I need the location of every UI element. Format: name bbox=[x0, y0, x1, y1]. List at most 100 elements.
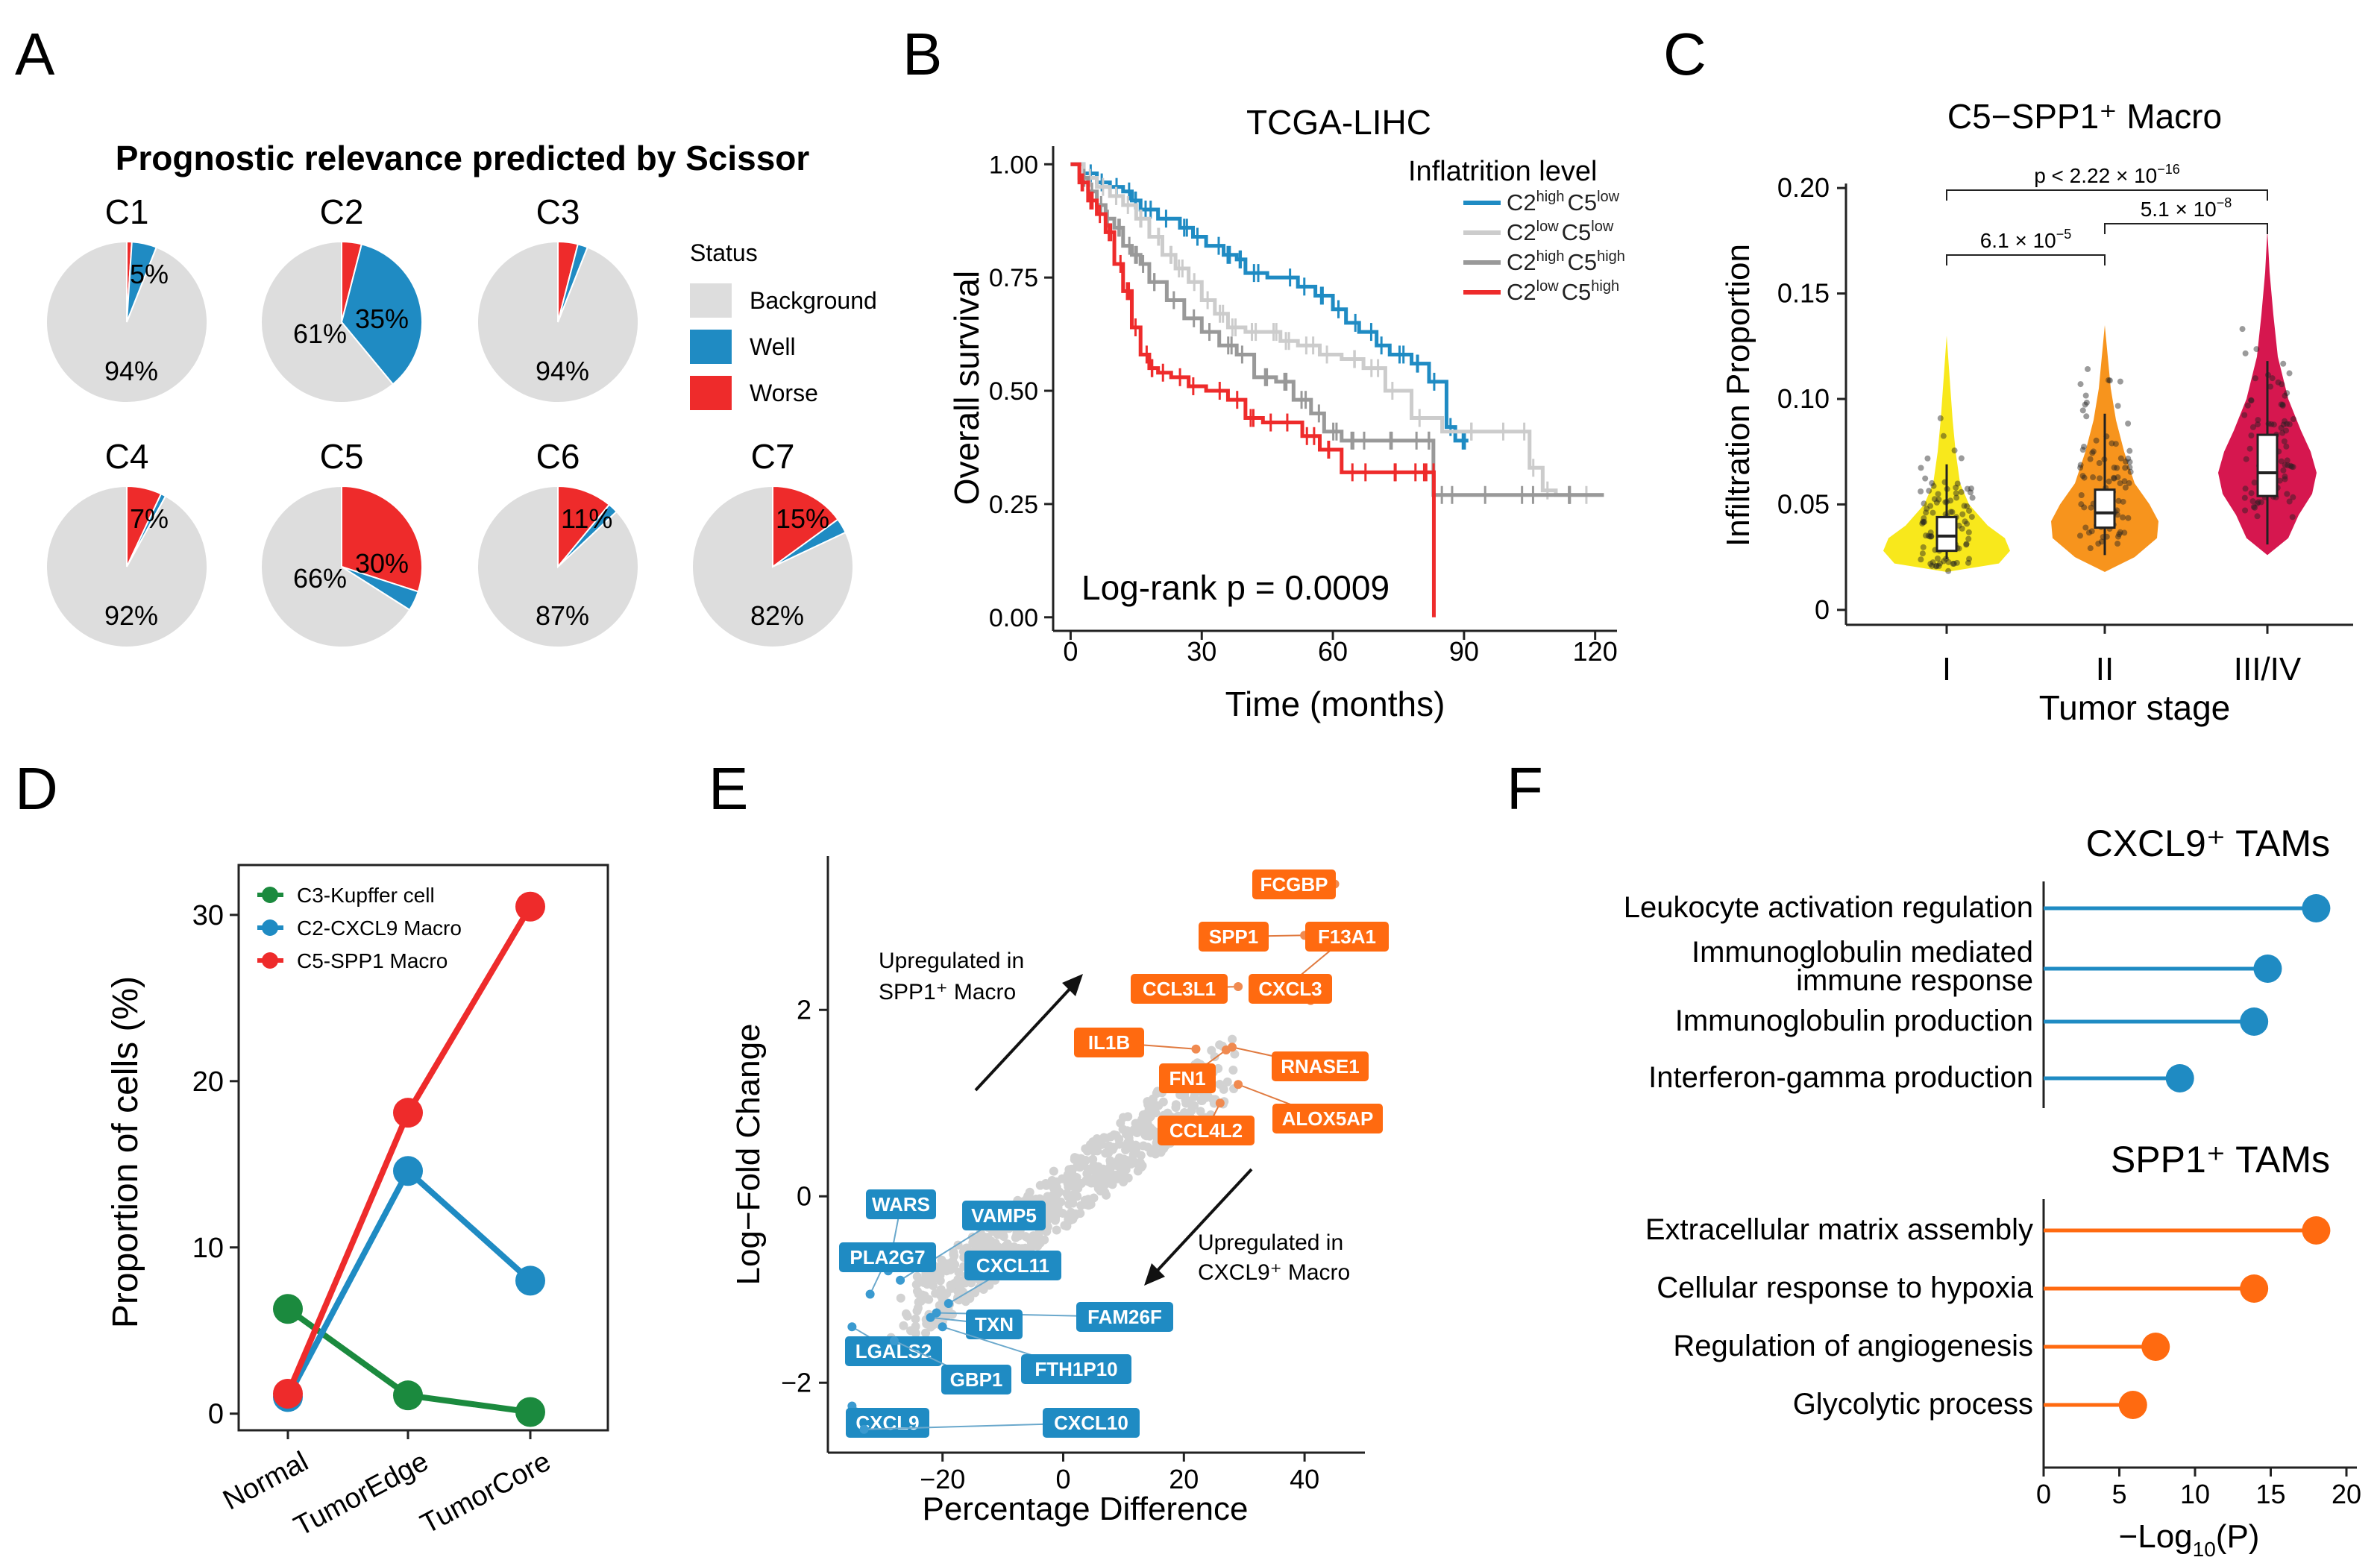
legend-label: C2low C5high bbox=[1507, 278, 1619, 305]
data-point bbox=[1925, 532, 1932, 539]
bg-point bbox=[1114, 1139, 1124, 1149]
data-point bbox=[2115, 497, 2122, 504]
data-point bbox=[1950, 560, 1957, 567]
bg-point bbox=[1021, 1232, 1031, 1242]
data-point bbox=[1968, 514, 1975, 521]
data-point bbox=[1935, 563, 1942, 570]
gene-label-box bbox=[866, 1189, 936, 1219]
up-gene-cxcl3: CXCL3 bbox=[1249, 974, 1332, 1005]
bg-point bbox=[1073, 1183, 1083, 1193]
data-point bbox=[2284, 390, 2290, 397]
data-point bbox=[2121, 529, 2128, 536]
bg-point bbox=[1087, 1178, 1096, 1188]
data-point bbox=[1927, 533, 1933, 540]
data-point bbox=[2079, 447, 2086, 453]
gene-label-box bbox=[839, 1242, 936, 1272]
data-point bbox=[2242, 485, 2249, 492]
legend-label: Worse bbox=[750, 380, 818, 406]
gene-label: FN1 bbox=[1169, 1067, 1205, 1089]
data-point bbox=[2090, 448, 2097, 455]
data-point bbox=[2279, 401, 2286, 408]
pie-label: 35% bbox=[355, 304, 409, 334]
data-point bbox=[2254, 513, 2261, 520]
bg-point bbox=[1063, 1179, 1073, 1189]
bg-point bbox=[1143, 1142, 1152, 1152]
bg-point bbox=[1098, 1185, 1108, 1195]
down-gene-pla2g7: PLA2G7 bbox=[839, 1242, 936, 1299]
data-point bbox=[2087, 456, 2094, 462]
data-point bbox=[2243, 456, 2249, 462]
data-point bbox=[1959, 525, 1965, 532]
data-point bbox=[1921, 515, 1927, 521]
data-point bbox=[2252, 504, 2258, 511]
gene-label: PLA2G7 bbox=[850, 1246, 925, 1268]
bg-point bbox=[1040, 1235, 1049, 1245]
y-tick-label: 0.25 bbox=[989, 491, 1038, 519]
y-axis-label: Log−Fold Change bbox=[730, 1023, 767, 1285]
bg-point bbox=[921, 1328, 931, 1338]
gene-label: CCL4L2 bbox=[1169, 1119, 1243, 1142]
data-point bbox=[2280, 467, 2287, 474]
data-point bbox=[2111, 474, 2117, 481]
group-title-cxcl9: CXCL9⁺ TAMs bbox=[2086, 823, 2330, 864]
data-point bbox=[2097, 475, 2103, 482]
bg-point bbox=[999, 1232, 1008, 1242]
comparison-bracket bbox=[2104, 223, 2268, 234]
up-gene-il1b: IL1B bbox=[1074, 1028, 1201, 1057]
bg-point bbox=[1213, 1063, 1223, 1073]
bg-point bbox=[1136, 1151, 1146, 1160]
data-point bbox=[1929, 562, 1935, 569]
pie-c2: C2 61% 35% bbox=[260, 192, 423, 403]
annotation-up-line1: Upregulated in bbox=[879, 949, 1024, 973]
y-tick-label: 30 bbox=[192, 900, 224, 931]
y-axis-label: Proportion of cells (%) bbox=[106, 976, 145, 1328]
legend-marker bbox=[262, 919, 278, 936]
gene-point bbox=[938, 1322, 947, 1332]
y-tick-label: 0.15 bbox=[1777, 278, 1830, 309]
bg-point bbox=[961, 1243, 971, 1253]
series-point bbox=[393, 1380, 423, 1411]
gene-point bbox=[859, 1424, 869, 1434]
data-point bbox=[1950, 561, 1956, 567]
pie-label: 7% bbox=[130, 503, 169, 534]
data-point bbox=[2081, 444, 2088, 450]
bg-point bbox=[1068, 1198, 1078, 1208]
x-tick-label: 0 bbox=[2036, 1479, 2051, 1509]
data-point bbox=[2284, 457, 2290, 464]
data-point bbox=[2251, 479, 2258, 486]
y-tick-label: 0 bbox=[1815, 594, 1830, 625]
data-point bbox=[2085, 365, 2091, 372]
data-point bbox=[1953, 484, 1959, 491]
bg-point bbox=[1190, 1092, 1199, 1101]
data-point bbox=[2290, 416, 2296, 423]
gene-label-box bbox=[964, 1251, 1061, 1280]
data-point bbox=[2284, 491, 2290, 497]
legend-swatch-well bbox=[690, 330, 732, 364]
data-point bbox=[2253, 346, 2260, 353]
data-point bbox=[2280, 360, 2287, 367]
legend-label: C2high C5low bbox=[1507, 189, 1620, 216]
up-arrow bbox=[974, 983, 1076, 1092]
gene-point bbox=[932, 1308, 941, 1318]
lollipop-head bbox=[2240, 1007, 2269, 1036]
data-point bbox=[2109, 440, 2115, 447]
gene-label-box bbox=[966, 1309, 1023, 1339]
gene-label-box bbox=[1074, 1028, 1144, 1057]
down-arrow bbox=[1152, 1168, 1253, 1277]
pie-slice-background bbox=[691, 485, 854, 648]
pie-c5: C5 66% 30% bbox=[260, 437, 423, 648]
data-point bbox=[1930, 482, 1937, 489]
bg-point bbox=[929, 1320, 938, 1330]
gene-label-box bbox=[1043, 1408, 1140, 1438]
pie-slice-worse bbox=[772, 485, 839, 568]
km-series-C2highC5low bbox=[1070, 162, 1469, 450]
data-point bbox=[1921, 500, 1927, 507]
data-point bbox=[2290, 494, 2296, 500]
data-point bbox=[2283, 427, 2290, 434]
gene-label-box bbox=[1076, 1302, 1173, 1332]
bg-point bbox=[1000, 1242, 1010, 1251]
y-tick-label: 0.20 bbox=[1777, 172, 1830, 203]
pie-title: C6 bbox=[536, 437, 580, 476]
